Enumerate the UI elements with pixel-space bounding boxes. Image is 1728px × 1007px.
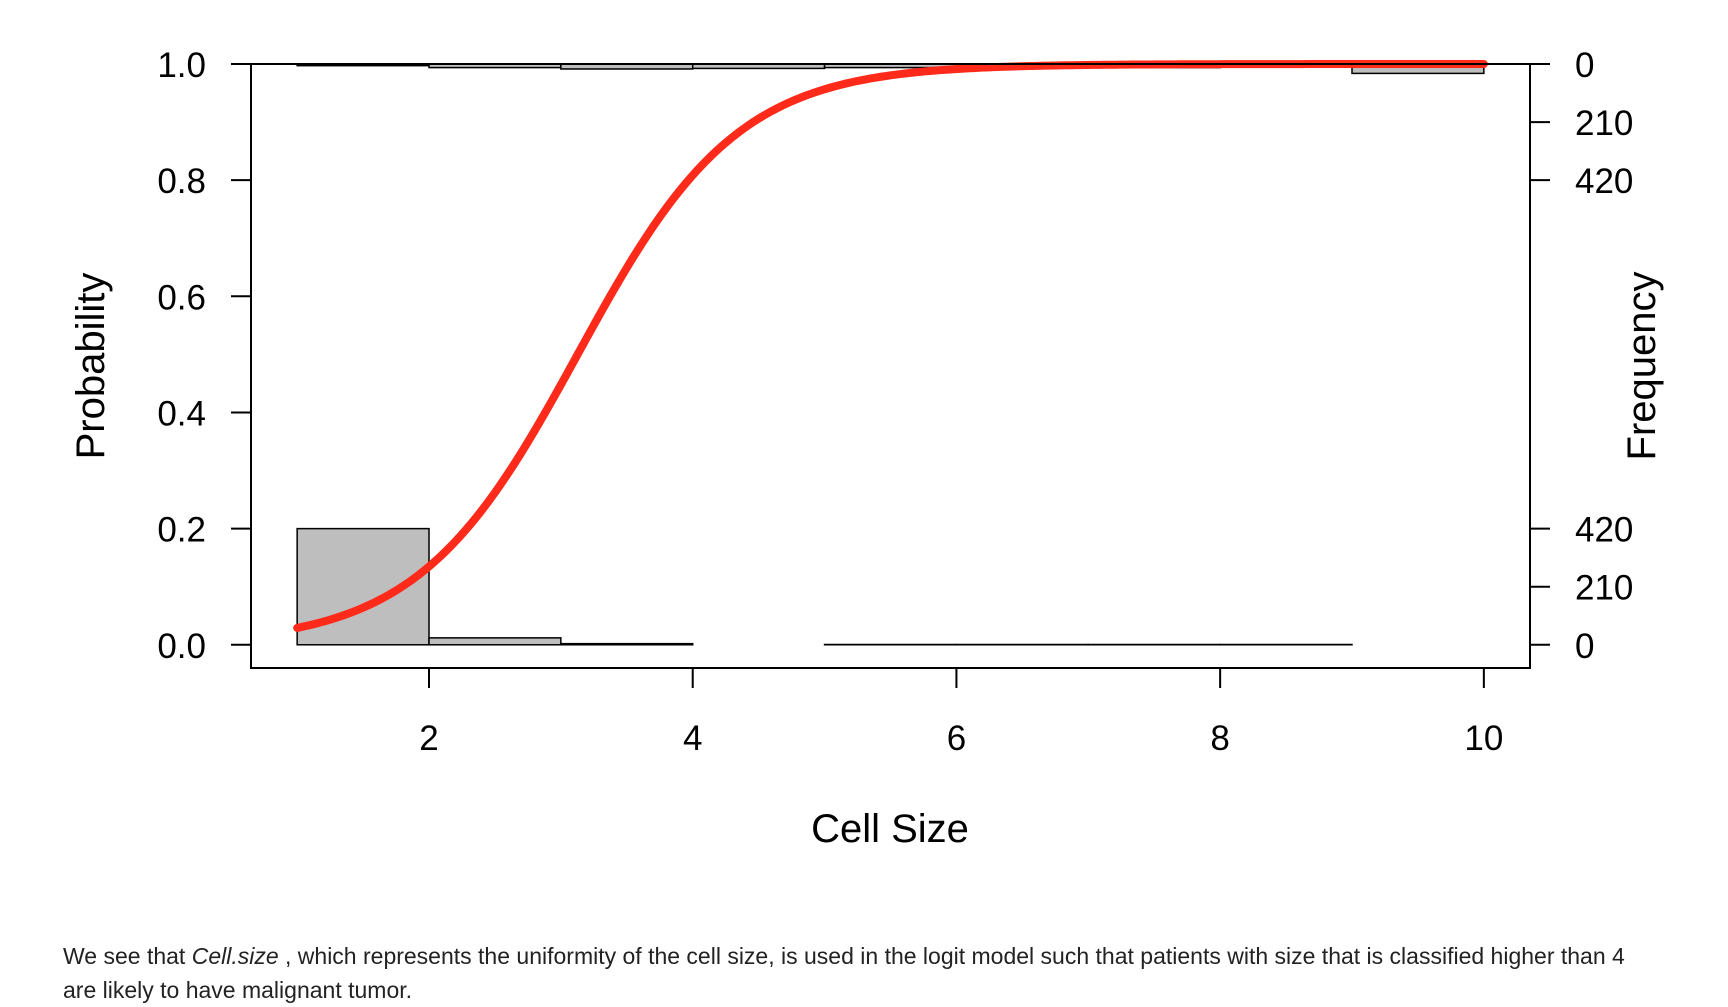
x-tick-label-1: 4 [683, 719, 702, 758]
right-top-tick-label-2: 420 [1575, 162, 1633, 201]
y-tick-label-1: 0.2 [157, 511, 206, 550]
y-tick-label-2: 0.4 [157, 394, 206, 433]
y-axis-label-left: Probability [69, 273, 113, 460]
y-tick-label-0: 0.0 [157, 627, 206, 666]
y-tick-label-4: 0.8 [157, 162, 206, 201]
logit-chart: 0.0 0.2 0.4 0.6 0.8 1.0 0 210 420 0 210 420 2 4 6 8 10… [0, 0, 1728, 880]
x-tick-label-3: 8 [1210, 719, 1229, 758]
logit-curve [297, 64, 1484, 628]
x-tick-label-0: 2 [419, 719, 438, 758]
y-tick-label-3: 0.6 [157, 278, 206, 317]
histogram-bottom-bar-2 [561, 644, 693, 645]
bottom-axis: 2 4 6 8 10 [419, 668, 1503, 758]
x-axis-label: Cell Size [811, 807, 969, 851]
right-bottom-tick-label-0: 0 [1575, 627, 1594, 666]
x-tick-label-4: 10 [1464, 719, 1503, 758]
x-tick-label-2: 6 [947, 719, 966, 758]
right-top-tick-label-1: 210 [1575, 104, 1633, 143]
caption: We see that Cell.size , which represents… [63, 939, 1663, 1007]
caption-variable: Cell.size [192, 943, 279, 969]
caption-prefix: We see that [63, 943, 192, 969]
left-axis: 0.0 0.2 0.4 0.6 0.8 1.0 [157, 46, 251, 666]
plot-frame [251, 64, 1530, 668]
caption-suffix: , which represents the uniformity of the… [63, 943, 1625, 1003]
right-axis: 0 210 420 0 210 420 [1530, 46, 1633, 666]
right-top-tick-label-0: 0 [1575, 46, 1594, 85]
y-tick-label-5: 1.0 [157, 46, 206, 85]
logit-curve-group [297, 64, 1484, 628]
right-bottom-tick-label-1: 210 [1575, 569, 1633, 608]
histogram-bottom-bar-1 [429, 638, 561, 645]
right-bottom-tick-label-2: 420 [1575, 511, 1633, 550]
y-axis-label-right: Frequency [1620, 272, 1664, 461]
